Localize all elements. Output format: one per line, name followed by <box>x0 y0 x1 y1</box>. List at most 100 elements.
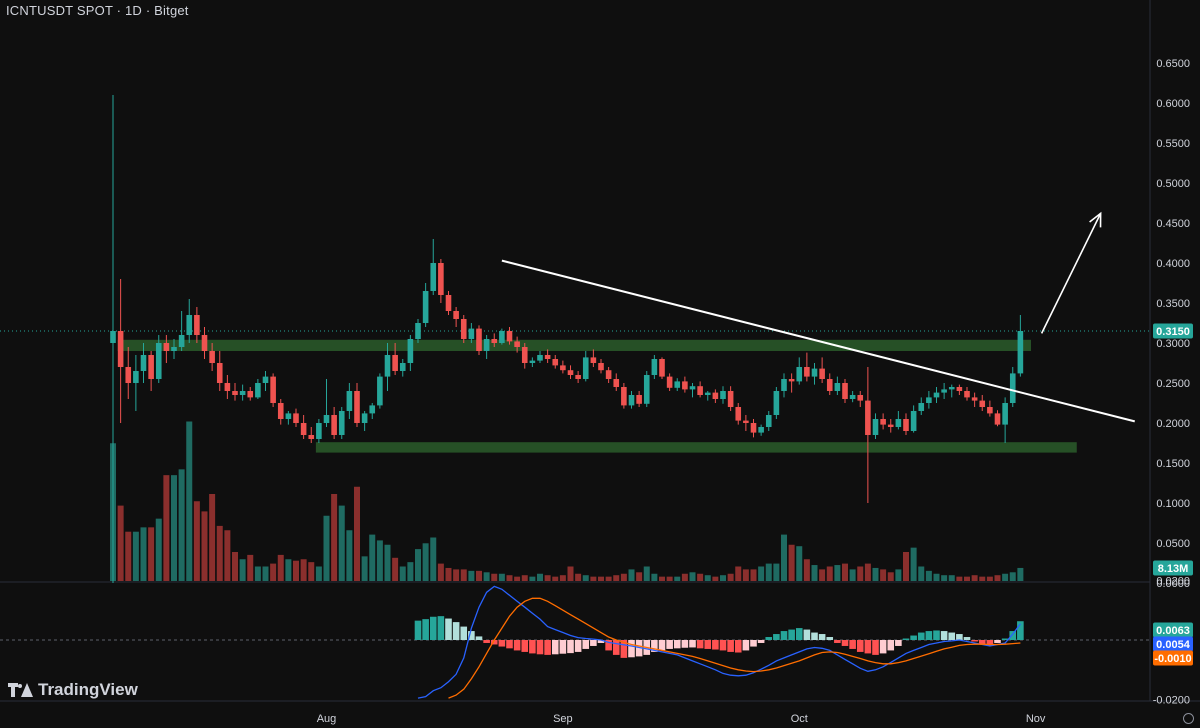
time-axis: Aug Sep Oct Nov <box>317 713 1046 725</box>
macd-badge-bg <box>1153 636 1193 652</box>
candle-body <box>369 405 376 414</box>
volume-bar <box>971 575 978 581</box>
volume-bar <box>796 546 803 581</box>
histogram-bar <box>689 640 696 648</box>
volume-bar <box>293 560 299 581</box>
histogram-bar <box>933 630 940 640</box>
candle-body <box>773 391 780 415</box>
volume-bar <box>506 575 513 581</box>
candle-body <box>194 315 200 335</box>
histogram-bar <box>1017 621 1024 640</box>
candle-body <box>232 391 238 395</box>
price-tick-label: 0.6000 <box>1156 98 1190 110</box>
volume-bar <box>216 525 223 581</box>
candle-body <box>178 335 185 347</box>
histogram-bar <box>795 628 803 640</box>
histogram-bar <box>948 632 956 640</box>
candle-body <box>598 363 604 371</box>
volume-bar <box>369 534 376 581</box>
volume-bar <box>361 556 368 581</box>
volume-bar <box>598 576 604 581</box>
candle-body <box>201 335 208 351</box>
histogram-bar <box>811 632 818 640</box>
candle-body <box>110 331 116 343</box>
histogram-bar <box>521 640 529 652</box>
candle-body <box>224 383 231 391</box>
histogram-bar <box>765 637 773 640</box>
volume-bar <box>903 552 909 581</box>
volume-bar <box>910 547 917 581</box>
volume-bar <box>163 475 170 581</box>
volume-bar <box>666 576 673 581</box>
histogram-bar <box>551 640 559 655</box>
candle-body <box>758 427 764 433</box>
zones <box>117 339 1077 453</box>
volume-bar <box>148 527 155 581</box>
histogram-bar <box>658 640 666 651</box>
volume-bar <box>567 566 574 581</box>
volume-bar <box>537 573 543 581</box>
price-tick-label: 0.3500 <box>1156 298 1190 310</box>
histogram-bar <box>910 635 917 640</box>
volume-bar <box>887 572 894 581</box>
volume-bar <box>948 575 955 581</box>
volume-bar <box>277 554 284 581</box>
histogram-bar <box>757 640 765 643</box>
settings-icon[interactable] <box>1183 713 1194 724</box>
histogram-bar <box>994 640 1001 643</box>
volume-bar <box>323 515 330 581</box>
histogram-bar <box>734 640 742 653</box>
histogram-bar <box>506 640 513 649</box>
volume-bar <box>895 569 902 581</box>
volume-bar <box>857 566 864 581</box>
candle-body <box>941 389 947 393</box>
candle-body <box>704 392 711 395</box>
volume-bar <box>476 570 482 581</box>
candle-body <box>316 423 322 439</box>
histogram-bar <box>422 619 429 640</box>
histogram-bar <box>460 626 468 640</box>
volume-bar <box>308 562 315 581</box>
volume-bar <box>880 569 887 581</box>
volume-bar <box>681 573 688 581</box>
candle-body <box>415 323 421 339</box>
candle-body <box>270 376 276 403</box>
candle-body <box>567 370 574 375</box>
candle-body <box>865 400 871 435</box>
volume-badge: 8.13M <box>1153 560 1193 576</box>
candle-body <box>880 419 886 425</box>
candle-body <box>575 375 581 379</box>
volume-bar <box>727 573 734 581</box>
volume-bar <box>872 567 879 581</box>
candle-body <box>399 363 406 371</box>
candle-body <box>422 291 429 323</box>
candle-body <box>712 392 719 399</box>
histogram-bar <box>818 634 826 640</box>
volume-bar <box>529 576 536 581</box>
candle-body <box>857 395 864 401</box>
histogram-bar <box>590 640 597 646</box>
volume-bar <box>354 486 360 581</box>
candle-body <box>910 411 917 431</box>
histogram-bar <box>582 640 590 649</box>
volume-bar <box>720 575 726 581</box>
candle-body <box>209 351 215 363</box>
histogram-bar <box>529 640 536 654</box>
volume-bars <box>110 421 1024 581</box>
zone-rect <box>117 339 1031 351</box>
volume-bar <box>437 563 444 581</box>
candle-body <box>842 383 848 399</box>
volume-bar <box>544 575 551 581</box>
candle-body <box>613 379 620 387</box>
histogram-bar <box>826 637 834 640</box>
candle-body <box>499 331 505 343</box>
chart-title: ICNTUSDT SPOT · 1D · Bitget <box>6 3 189 18</box>
candle-body <box>133 371 139 383</box>
candle-body <box>834 383 841 391</box>
candle-body <box>849 395 856 399</box>
candle-body <box>697 386 703 395</box>
candle-body <box>621 387 627 406</box>
volume-bar <box>460 569 467 581</box>
volume-bar <box>186 421 193 581</box>
volume-bar <box>575 573 582 581</box>
